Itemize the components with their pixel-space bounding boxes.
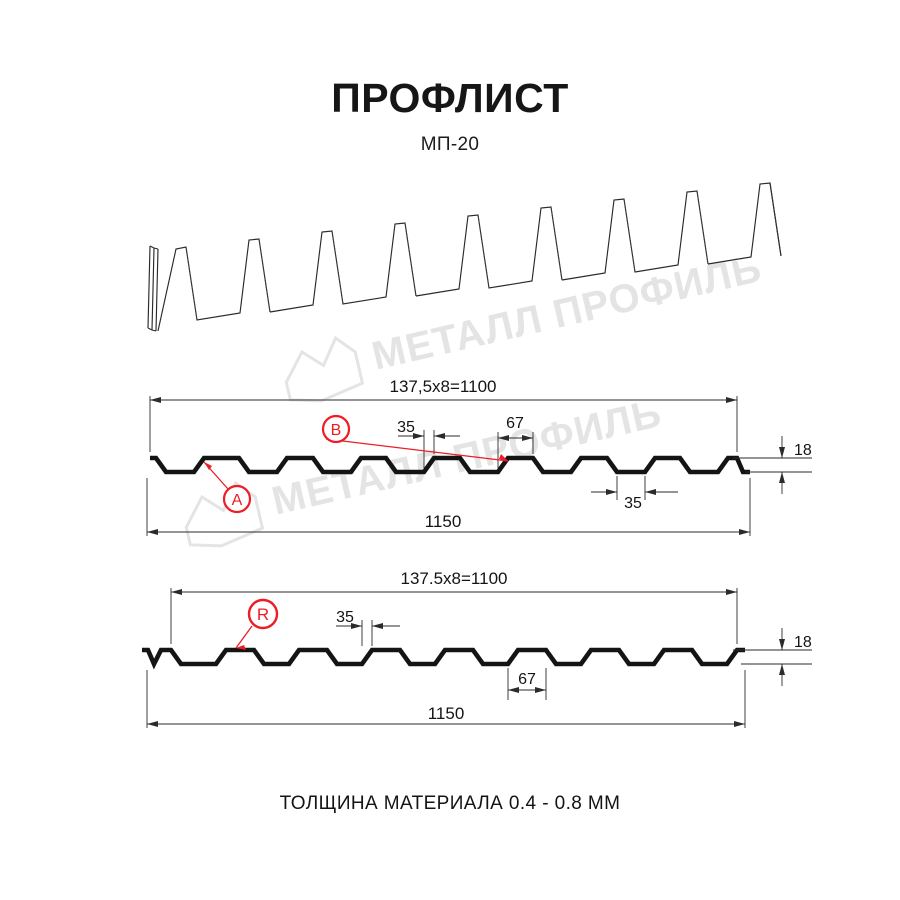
dim-pitch-total-top: 137,5х8=1100 — [390, 377, 497, 396]
product-model-label: МП-20 — [420, 134, 480, 155]
marker-a: A — [203, 461, 252, 514]
dim-pitch-total-bottom: 137.5х8=1100 — [401, 569, 508, 588]
marker-b: B — [321, 414, 509, 462]
marker-r: R — [235, 598, 279, 650]
marker-b-label: B — [331, 422, 342, 439]
dim-height-bottom: 18 — [794, 634, 812, 651]
profile-outline-top — [150, 455, 750, 475]
dim-overall-width-top: 1150 — [425, 512, 462, 531]
dim-slope-run-bottom: 35 — [336, 609, 354, 626]
dimension-lines-bottom — [146, 588, 812, 728]
material-thickness-note: ТОЛЩИНА МАТЕРИАЛА 0.4 - 0.8 ММ — [279, 793, 621, 814]
dimension-lines-top — [146, 396, 812, 536]
profile-outline-bottom — [142, 647, 745, 670]
dim-flat-width-top: 67 — [506, 415, 524, 432]
dim-height-top: 18 — [794, 442, 812, 459]
page-title: ПРОФЛИСТ — [331, 75, 569, 121]
dim-flat-width-bottom: 67 — [518, 671, 536, 688]
watermark-logo-icon-2 — [184, 480, 265, 548]
marker-a-label: A — [232, 492, 243, 509]
marker-r-label: R — [257, 605, 269, 624]
dim-slope-run-top-2: 35 — [624, 495, 642, 512]
dim-overall-width-bottom: 1150 — [428, 704, 465, 723]
dim-slope-run-top: 35 — [397, 419, 415, 436]
